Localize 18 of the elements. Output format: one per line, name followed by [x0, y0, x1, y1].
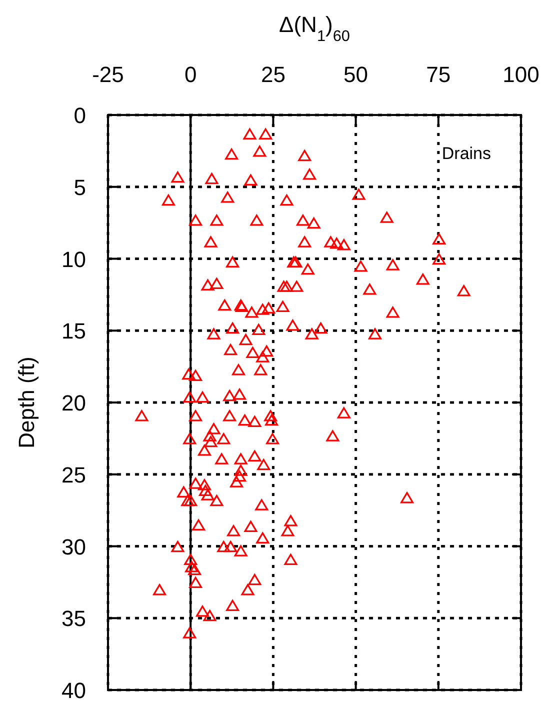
x-tick-label: 25: [260, 62, 286, 87]
x-tick-label: 0: [184, 62, 197, 87]
y-axis-title: Depth (ft): [14, 356, 39, 448]
y-tick-label: 20: [62, 390, 86, 416]
y-tick-label: 40: [62, 678, 86, 703]
y-tick-label: 15: [62, 318, 86, 344]
annotation: Drains: [442, 144, 491, 163]
x-tick-label: 75: [426, 62, 451, 87]
x-axis-title: Δ(N$_{1}$)$_{60}$: [279, 12, 350, 44]
y-tick-label: 5: [74, 174, 86, 200]
y-tick-label: 0: [74, 103, 86, 128]
x-tick-label: -25: [92, 62, 124, 87]
y-tick-label: 35: [62, 606, 86, 632]
x-tick-label: 50: [344, 62, 368, 87]
y-tick-label: 30: [62, 534, 86, 560]
y-tick-label: 25: [62, 462, 86, 488]
x-tick-label: 100: [502, 62, 540, 87]
y-tick-label: 10: [62, 246, 86, 272]
